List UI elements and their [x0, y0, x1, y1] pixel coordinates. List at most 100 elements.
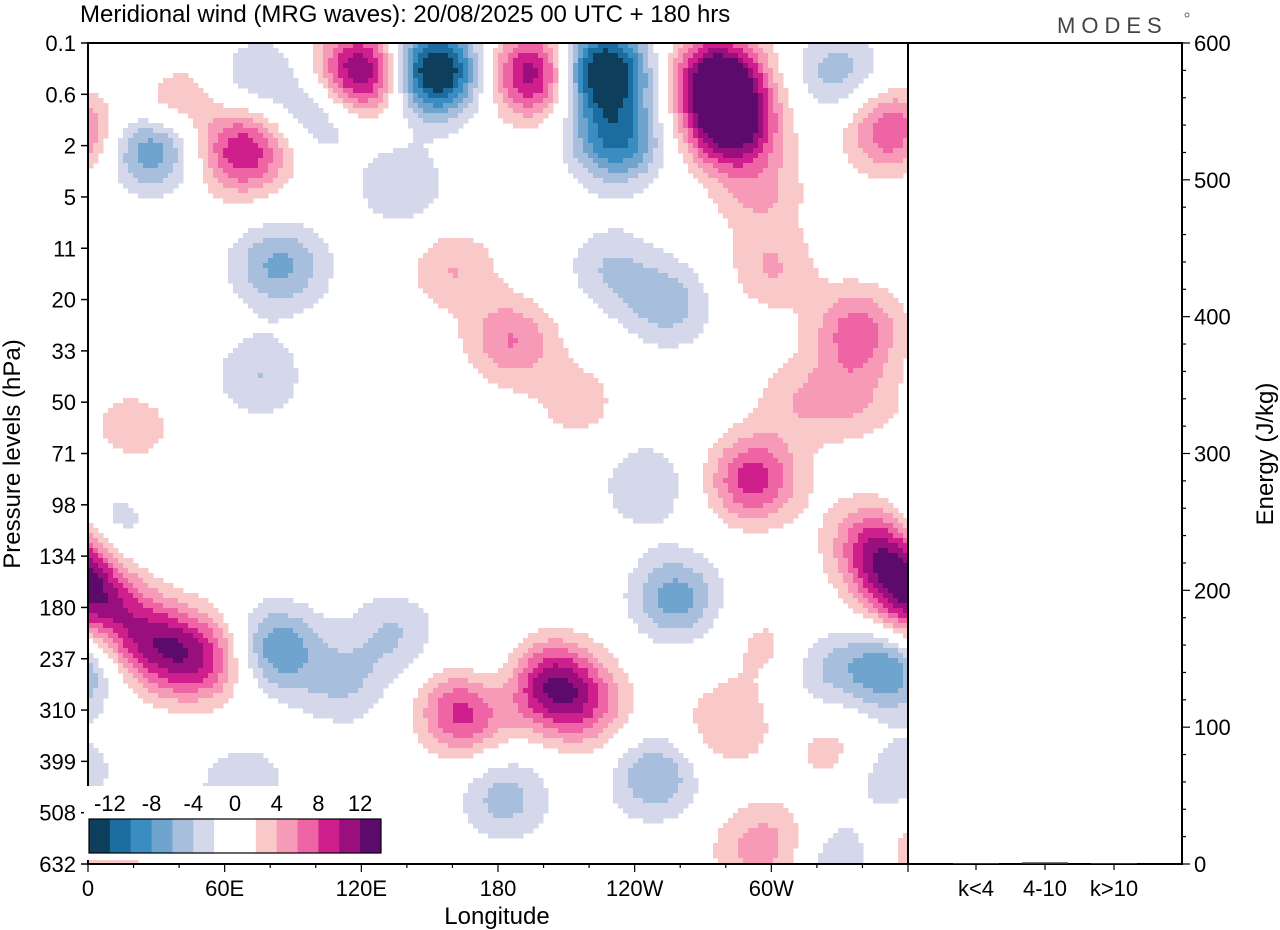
contour-cell — [218, 193, 224, 199]
contour-cell — [468, 328, 474, 334]
contour-cell — [778, 73, 784, 79]
contour-cell — [438, 103, 444, 109]
contour-cell — [823, 48, 829, 54]
contour-cell — [373, 48, 379, 54]
contour-cell — [123, 168, 129, 174]
contour-cell — [413, 108, 419, 114]
contour-cell — [743, 238, 749, 244]
contour-cell — [428, 268, 434, 274]
contour-cell — [633, 273, 639, 279]
contour-cell — [878, 133, 884, 139]
contour-cell — [353, 98, 359, 104]
contour-cell — [678, 133, 684, 139]
contour-cell — [788, 118, 794, 124]
contour-cell — [233, 123, 239, 129]
contour-cell — [403, 58, 409, 64]
contour-cell — [258, 343, 264, 349]
contour-cell — [628, 128, 634, 134]
contour-cell — [788, 248, 794, 254]
contour-cell — [418, 73, 424, 79]
contour-cell — [328, 93, 334, 99]
contour-cell — [668, 328, 674, 334]
contour-cell — [443, 83, 449, 89]
contour-cell — [633, 148, 639, 154]
contour-cell — [293, 113, 299, 119]
contour-cell — [433, 93, 439, 99]
contour-cell — [248, 193, 254, 199]
contour-cell — [858, 48, 864, 54]
contour-cell — [473, 293, 479, 299]
contour-cell — [98, 123, 104, 129]
contour-cell — [708, 78, 714, 84]
contour-cell — [788, 253, 794, 259]
contour-cell — [483, 273, 489, 279]
contour-cell — [673, 103, 679, 109]
contour-cell — [673, 343, 679, 349]
contour-cell — [758, 73, 764, 79]
contour-cell — [238, 68, 244, 74]
contour-cell — [308, 98, 314, 104]
contour-cell — [348, 88, 354, 94]
contour-cell — [518, 68, 524, 74]
contour-cell — [863, 123, 869, 129]
contour-cell — [398, 53, 404, 59]
contour-cell — [623, 183, 629, 189]
contour-cell — [803, 263, 809, 269]
contour-cell — [768, 148, 774, 154]
contour-cell — [513, 338, 519, 344]
contour-cell — [598, 163, 604, 169]
contour-cell — [708, 98, 714, 104]
contour-cell — [438, 73, 444, 79]
contour-cell — [783, 138, 789, 144]
contour-cell — [428, 158, 434, 164]
contour-cell — [413, 88, 419, 94]
contour-cell — [408, 158, 414, 164]
contour-cell — [623, 48, 629, 54]
contour-cell — [408, 143, 414, 149]
contour-cell — [288, 288, 294, 294]
contour-cell — [758, 233, 764, 239]
contour-cell — [578, 118, 584, 124]
contour-cell — [588, 128, 594, 134]
contour-cell — [688, 168, 694, 174]
contour-cell — [688, 88, 694, 94]
contour-cell — [463, 308, 469, 314]
contour-cell — [518, 48, 524, 54]
contour-cell — [398, 83, 404, 89]
contour-cell — [473, 63, 479, 69]
contour-cell — [838, 353, 844, 359]
contour-cell — [383, 63, 389, 69]
contour-cell — [718, 203, 724, 209]
contour-cell — [798, 258, 804, 264]
contour-cell — [608, 118, 614, 124]
contour-cell — [423, 53, 429, 59]
contour-cell — [693, 298, 699, 304]
contour-cell — [313, 113, 319, 119]
contour-cell — [243, 253, 249, 259]
contour-cell — [718, 183, 724, 189]
contour-cell — [443, 48, 449, 54]
contour-cell — [268, 293, 274, 299]
contour-cell — [723, 123, 729, 129]
contour-cell — [693, 318, 699, 324]
contour-cell — [708, 178, 714, 184]
contour-cell — [263, 68, 269, 74]
contour-cell — [128, 138, 134, 144]
contour-cell — [473, 303, 479, 309]
contour-cell — [433, 118, 439, 124]
contour-cell — [478, 333, 484, 339]
contour-cell — [238, 278, 244, 284]
contour-cell — [678, 313, 684, 319]
contour-cell — [768, 303, 774, 309]
contour-cell — [248, 338, 254, 344]
contour-cell — [868, 328, 874, 334]
contour-cell — [718, 148, 724, 154]
contour-cell — [663, 278, 669, 284]
contour-cell — [618, 318, 624, 324]
contour-cell — [618, 178, 624, 184]
contour-cell — [888, 158, 894, 164]
contour-cell — [403, 208, 409, 214]
contour-cell — [768, 63, 774, 69]
contour-cell — [608, 103, 614, 109]
contour-cell — [613, 303, 619, 309]
